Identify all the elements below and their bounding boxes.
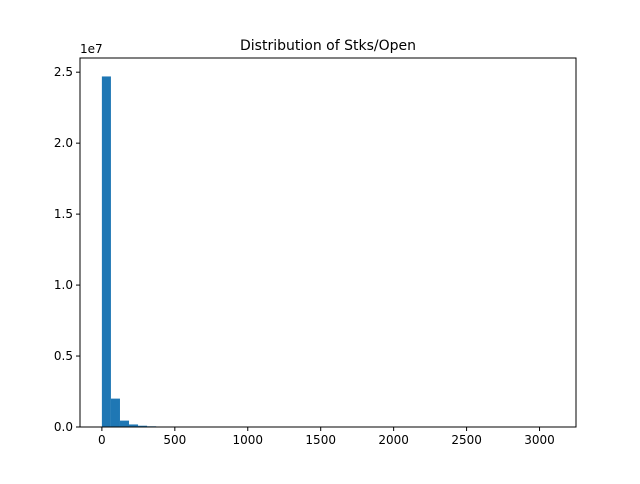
x-axis: 0 500 1000 1500 2000 2500 3000 xyxy=(98,427,555,447)
y-tick-label: 1.5 xyxy=(54,207,73,221)
plot-frame xyxy=(80,58,576,427)
y-axis-multiplier: 1e7 xyxy=(80,42,103,56)
histogram-bar-0 xyxy=(102,76,111,427)
histogram-bar-1 xyxy=(111,399,120,427)
x-tick-label: 0 xyxy=(98,433,106,447)
y-tick-label: 1.0 xyxy=(54,278,73,292)
y-tick-label: 0.5 xyxy=(54,349,73,363)
chart-title: Distribution of Stks/Open xyxy=(240,38,416,54)
y-tick-label: 2.0 xyxy=(54,136,73,150)
x-tick-label: 1000 xyxy=(232,433,263,447)
x-tick-label: 2000 xyxy=(378,433,409,447)
y-tick-label: 2.5 xyxy=(54,65,73,79)
y-tick-label: 0.0 xyxy=(54,420,73,434)
histogram-bar-2 xyxy=(120,421,129,427)
x-tick-label: 2500 xyxy=(451,433,482,447)
x-tick-label: 500 xyxy=(163,433,186,447)
x-tick-label: 1500 xyxy=(305,433,336,447)
histogram-bars xyxy=(102,76,192,427)
y-axis: 0.0 0.5 1.0 1.5 2.0 2.5 xyxy=(54,65,80,434)
x-tick-label: 3000 xyxy=(524,433,555,447)
